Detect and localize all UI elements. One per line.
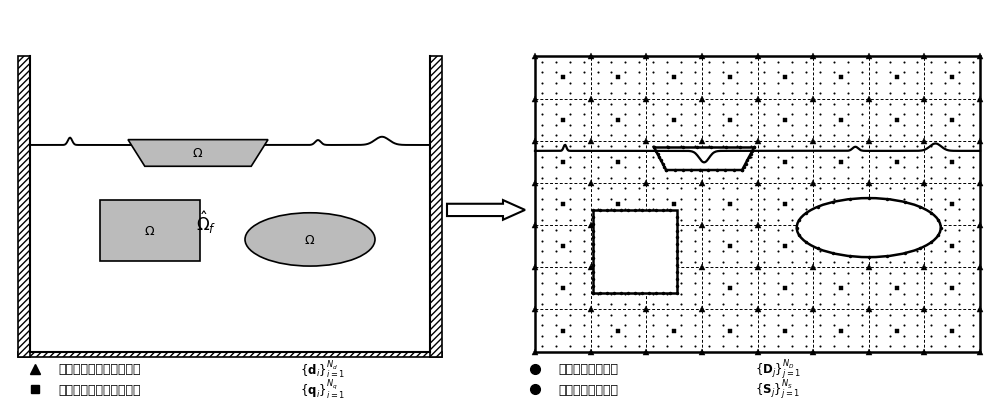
Bar [18, 352, 442, 357]
Bar [430, 57, 442, 357]
Text: $\{\mathbf{q}_i\}_{i=1}^{N_q}$: $\{\mathbf{q}_i\}_{i=1}^{N_q}$ [300, 378, 345, 401]
Text: $\hat{\Omega}_f$: $\hat{\Omega}_f$ [196, 209, 216, 236]
Polygon shape [128, 140, 268, 167]
Bar [535, 57, 980, 352]
Text: 求解流体速度的欧拉节点: 求解流体速度的欧拉节点 [58, 362, 140, 375]
Text: 拉格朗口流体粒子: 拉格朗口流体粒子 [558, 362, 618, 375]
Text: $\{\mathbf{d}_i\}_{i=1}^{N_d}$: $\{\mathbf{d}_i\}_{i=1}^{N_d}$ [300, 358, 345, 380]
Polygon shape [447, 200, 525, 220]
Bar [593, 210, 677, 293]
Text: $\Omega$: $\Omega$ [304, 234, 316, 246]
Text: $\Omega$: $\Omega$ [144, 225, 156, 238]
Circle shape [797, 199, 941, 258]
Circle shape [245, 213, 375, 266]
Text: $\{\mathbf{S}_j\}_{j=1}^{N_S}$: $\{\mathbf{S}_j\}_{j=1}^{N_S}$ [755, 378, 800, 401]
Text: $\{\mathbf{D}_j\}_{j=1}^{N_D}$: $\{\mathbf{D}_j\}_{j=1}^{N_D}$ [755, 357, 801, 381]
Text: 求解流体压力的欧拉节点: 求解流体压力的欧拉节点 [58, 383, 140, 396]
Text: 拉格朗口固体粒子: 拉格朗口固体粒子 [558, 383, 618, 396]
Polygon shape [654, 148, 754, 171]
Text: $\Omega$: $\Omega$ [192, 147, 204, 160]
Bar [100, 200, 200, 262]
Bar [18, 57, 30, 357]
